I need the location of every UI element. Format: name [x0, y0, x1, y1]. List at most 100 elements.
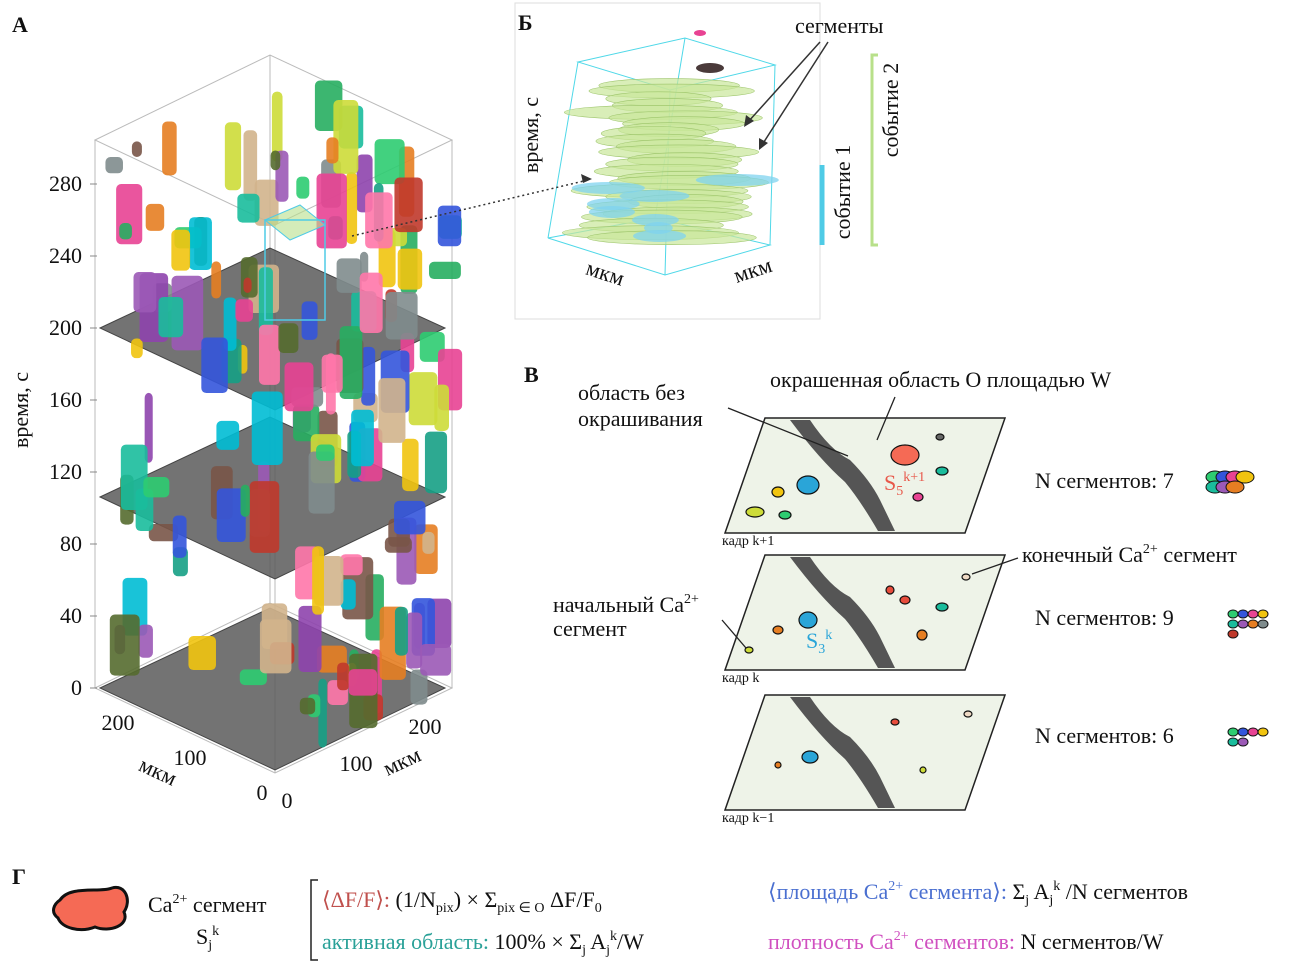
- bracket: [311, 880, 318, 960]
- segment-blob: [1248, 728, 1258, 736]
- segment-blob: [936, 434, 944, 440]
- segment-blob: [138, 625, 153, 658]
- unstained-label: окрашивания: [578, 406, 703, 431]
- text-part: (1/N: [390, 887, 436, 912]
- x-tick-label: 0: [257, 780, 268, 805]
- segment-icon: [54, 887, 128, 929]
- x-tick-label: 200: [409, 714, 442, 739]
- text-part: pix ∈ O: [497, 901, 544, 916]
- segment-blob: [349, 669, 378, 695]
- segment-blob: [936, 467, 948, 475]
- segment-blob: [271, 150, 281, 170]
- text-part: ⟨площадь Ca: [768, 879, 888, 904]
- segment-blob: [385, 537, 412, 553]
- y-tick-label: 80: [60, 531, 82, 556]
- text-part: k: [212, 924, 219, 939]
- unstained-label: область без: [578, 380, 685, 405]
- stained-label: окрашенная область O площадью W: [770, 367, 1111, 392]
- segment-blob: [235, 299, 253, 322]
- text-part: k+1: [903, 470, 925, 485]
- segment-blob: [237, 194, 259, 223]
- segment-blob: [250, 481, 280, 553]
- text-part: конечный Ca: [1022, 542, 1143, 567]
- text-part: активная область:: [322, 929, 489, 954]
- text-part: pix: [436, 901, 454, 916]
- text-part: Ca: [148, 892, 173, 917]
- segment-blob: [173, 515, 187, 557]
- text-part: 5: [896, 484, 903, 499]
- text-part: k: [825, 628, 832, 643]
- segment-blob: [409, 372, 438, 425]
- segment-blob: [337, 663, 349, 691]
- segment-blob: [375, 139, 405, 184]
- frame-sheet: [725, 555, 1005, 670]
- segment-blob: [211, 261, 221, 298]
- formula: плотность Ca2+ сегментов: N сегментов/W: [768, 929, 1164, 954]
- text-part: j: [1048, 893, 1053, 908]
- formula: активная область: 100% × Σj Ajk/W: [322, 929, 644, 958]
- segment-blob: [241, 485, 250, 517]
- segment-blob: [244, 130, 258, 200]
- segment-blob: [1248, 620, 1258, 628]
- segment-blob: [162, 122, 177, 176]
- text-part: ΔF/F: [544, 887, 594, 912]
- y-tick-label: 200: [49, 315, 82, 340]
- segment-blob: [1228, 728, 1238, 736]
- segment-blob: [1238, 620, 1248, 628]
- cyan-box: [548, 62, 578, 238]
- segment-blob: [333, 100, 358, 174]
- segment-blob: [131, 338, 143, 358]
- segment-blob: [216, 421, 239, 450]
- panel-label: А: [12, 12, 28, 37]
- text-part: 100% × Σ: [489, 929, 582, 954]
- text-part: сегмент: [1158, 542, 1237, 567]
- formula: ⟨площадь Ca2+ сегмента⟩: Σj Ajk /N сегме…: [768, 879, 1188, 908]
- frame-label: кадр k+1: [722, 534, 774, 549]
- y-tick-label: 160: [49, 387, 82, 412]
- text-part: /N сегментов: [1060, 879, 1188, 904]
- segment-blob: [337, 258, 362, 292]
- segment-symbol: Sjk: [196, 924, 219, 953]
- segment-blob: [429, 262, 461, 279]
- segment-blob: [146, 204, 164, 231]
- text-part: сегментов:: [909, 929, 1015, 954]
- x-tick-label: 0: [282, 788, 293, 813]
- text-part: A: [1029, 879, 1049, 904]
- segment-blob: [422, 532, 434, 554]
- x-tick-label: 200: [102, 710, 135, 735]
- segment-blob: [316, 445, 335, 461]
- frame-sheet: [725, 418, 1005, 533]
- text-part: ⟨ΔF/F⟩:: [322, 887, 390, 912]
- segment-blob: [326, 137, 338, 163]
- y-tick-label: 240: [49, 243, 82, 268]
- text-part: 2+: [894, 929, 909, 944]
- segment-blob: [340, 554, 362, 575]
- text-part: S: [806, 628, 818, 653]
- panel-v-drawing: [725, 418, 1268, 810]
- segment-blob: [1228, 738, 1238, 746]
- y-tick-label: 0: [71, 675, 82, 700]
- segment-blob: [360, 273, 383, 333]
- segment-blob: [438, 206, 461, 247]
- y-tick-label: 280: [49, 171, 82, 196]
- text-part: сегмент: [187, 892, 266, 917]
- segment-blob: [386, 292, 418, 339]
- segment-blob: [346, 172, 357, 244]
- segment-blob: [920, 767, 926, 773]
- segment-blob: [964, 711, 972, 717]
- segment-blob: [775, 762, 781, 768]
- segment-blob: [132, 141, 142, 157]
- segment-blob: [119, 223, 132, 239]
- segments-label: сегменты: [795, 13, 884, 38]
- segment-count: N сегментов: 9: [1035, 605, 1174, 630]
- text-part: 2+: [888, 879, 903, 894]
- segment-blob: [406, 613, 422, 669]
- panel-label: В: [524, 362, 539, 387]
- segment-blob: [298, 606, 321, 672]
- segment-blob: [143, 477, 169, 497]
- text-part: 2+: [1143, 542, 1158, 557]
- x-axis-label: мкм: [730, 252, 774, 288]
- segment-blob: [243, 278, 251, 293]
- text-part: ) × Σ: [454, 887, 498, 912]
- text-part: 2+: [684, 592, 699, 607]
